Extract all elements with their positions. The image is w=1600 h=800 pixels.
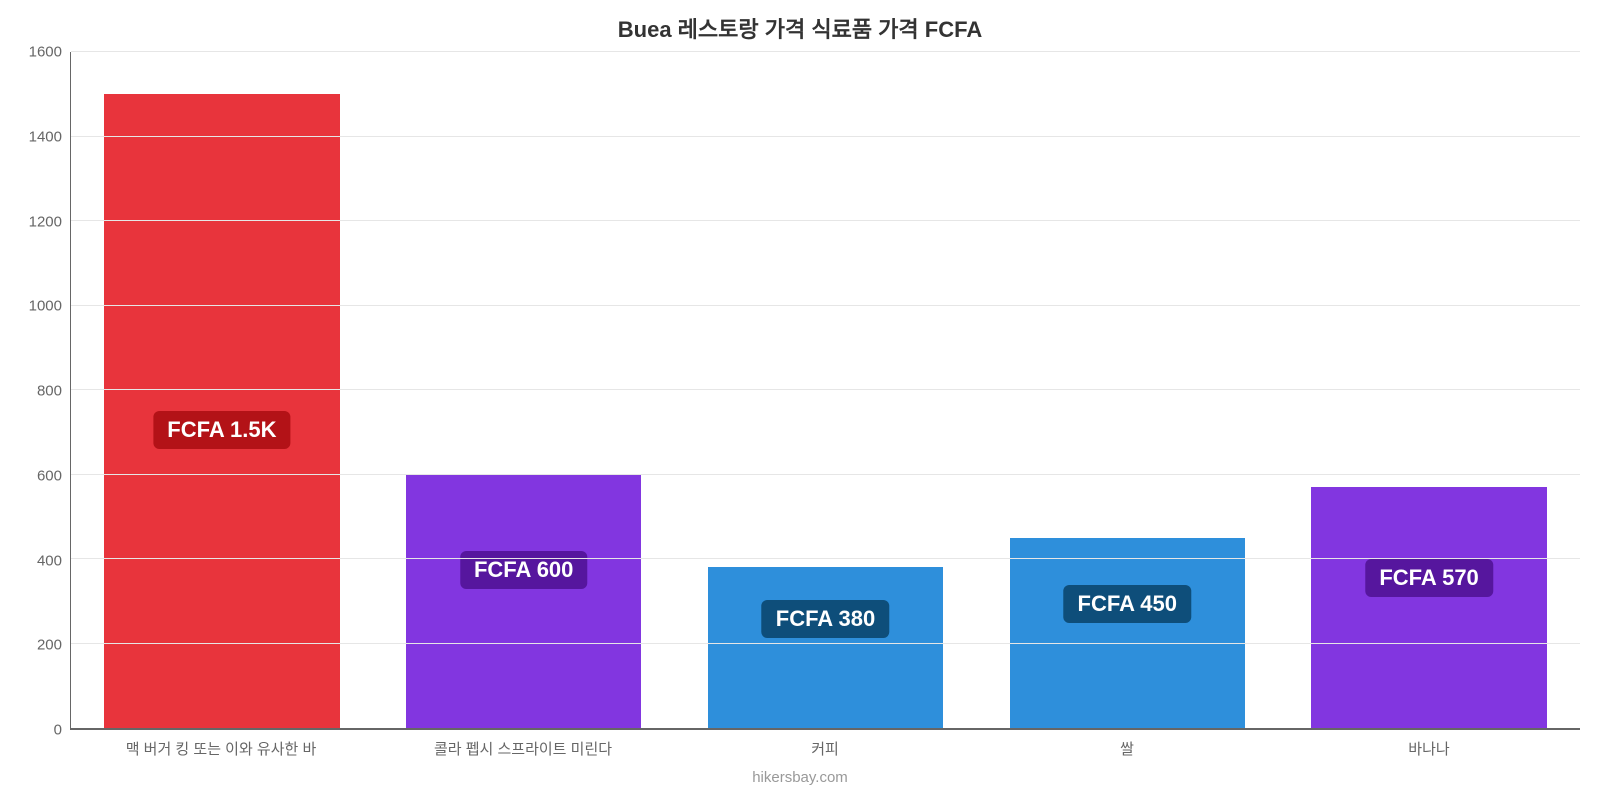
grid-line <box>71 558 1580 559</box>
attribution: hikersbay.com <box>0 759 1600 800</box>
y-tick-label: 600 <box>37 467 62 484</box>
grid-line <box>71 389 1580 390</box>
bar-slot: FCFA 600 <box>373 52 675 728</box>
grid-line <box>71 305 1580 306</box>
bars-container: FCFA 1.5K FCFA 600 FCFA 380 FCFA 450 FCFA 57… <box>71 52 1580 728</box>
value-badge: FCFA 600 <box>460 551 587 589</box>
x-tick-label: 커피 <box>674 730 976 759</box>
value-badge: FCFA 450 <box>1064 585 1191 623</box>
y-tick-label: 1600 <box>29 44 62 61</box>
x-tick-label: 바나나 <box>1278 730 1580 759</box>
chart-title: Buea 레스토랑 가격 식료품 가격 FCFA <box>0 0 1600 52</box>
y-tick-label: 1000 <box>29 298 62 315</box>
bar-chart: Buea 레스토랑 가격 식료품 가격 FCFA 0 200 400 600 800 10… <box>0 0 1600 800</box>
y-tick-label: 0 <box>54 722 62 739</box>
x-tick-label: 맥 버거 킹 또는 이와 유사한 바 <box>70 730 372 759</box>
bar: FCFA 450 <box>1010 538 1245 728</box>
bar-slot: FCFA 570 <box>1278 52 1580 728</box>
bar-slot: FCFA 450 <box>976 52 1278 728</box>
y-tick-label: 1200 <box>29 213 62 230</box>
bar: FCFA 600 <box>406 475 641 729</box>
bar: FCFA 1.5K <box>104 94 339 728</box>
grid-line <box>71 51 1580 52</box>
x-tick-label: 쌀 <box>976 730 1278 759</box>
bar: FCFA 570 <box>1311 487 1546 728</box>
grid-line <box>71 643 1580 644</box>
y-axis: 02004006008001000120014001600 <box>10 52 70 730</box>
value-badge: FCFA 1.5K <box>153 411 290 449</box>
y-tick-label: 400 <box>37 552 62 569</box>
plot-area: FCFA 1.5K FCFA 600 FCFA 380 FCFA 450 FCFA 57… <box>70 52 1580 730</box>
x-tick-label: 콜라 펩시 스프라이트 미린다 <box>372 730 674 759</box>
value-badge: FCFA 380 <box>762 600 889 638</box>
bar-slot: FCFA 380 <box>675 52 977 728</box>
y-tick-label: 200 <box>37 637 62 654</box>
plot-row: 02004006008001000120014001600 FCFA 1.5KF… <box>0 52 1600 730</box>
value-badge: FCFA 570 <box>1365 559 1492 597</box>
bar: FCFA 380 <box>708 567 943 728</box>
y-tick-label: 800 <box>37 383 62 400</box>
bar-slot: FCFA 1.5K <box>71 52 373 728</box>
x-axis: 맥 버거 킹 또는 이와 유사한 바콜라 펩시 스프라이트 미린다커피쌀바나나 <box>0 730 1600 759</box>
grid-line <box>71 474 1580 475</box>
y-tick-label: 1400 <box>29 128 62 145</box>
grid-line <box>71 136 1580 137</box>
grid-line <box>71 220 1580 221</box>
